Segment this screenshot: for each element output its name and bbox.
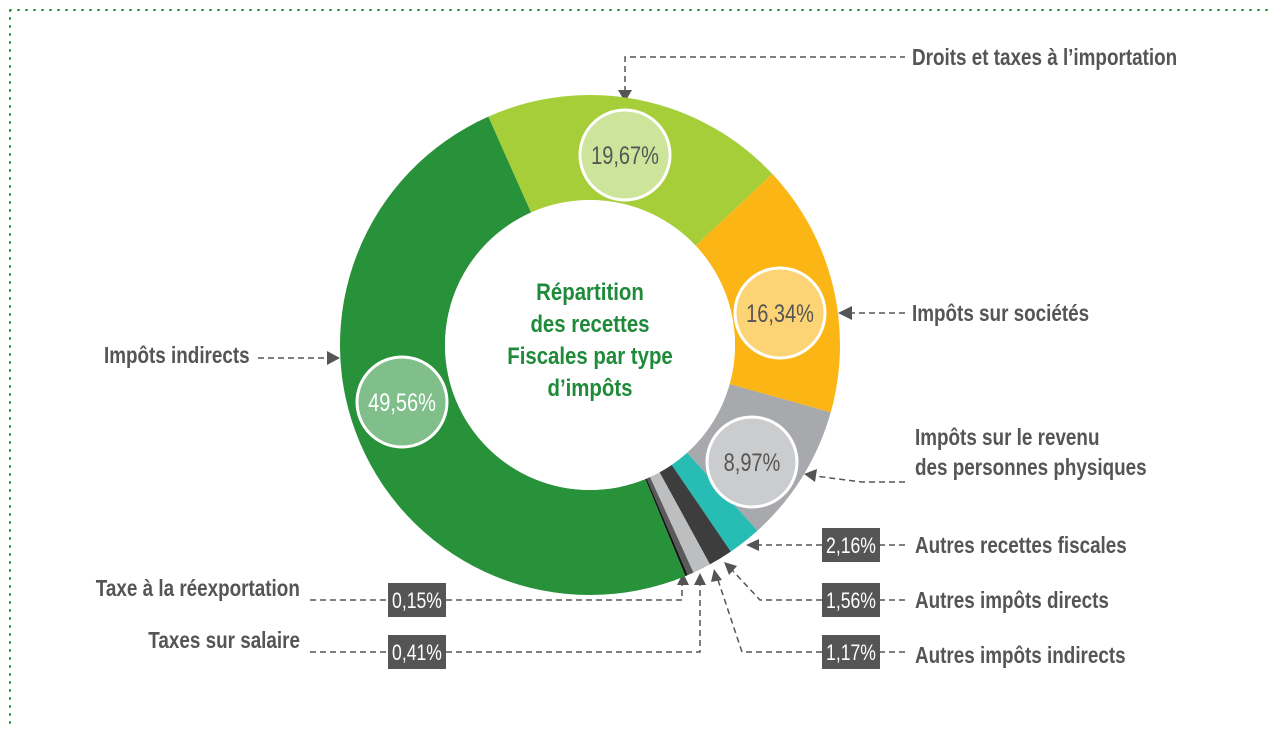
category-label: Autres impôts directs (915, 587, 1109, 613)
value-label: 0,41% (392, 641, 442, 665)
value-badge (578, 108, 672, 202)
category-label: Impôts indirects (104, 342, 250, 368)
value-badge (822, 635, 880, 669)
category-label: Droits et taxes à l’importation (912, 44, 1178, 70)
title-line: des recettes (530, 310, 649, 337)
slice (339, 116, 686, 596)
category-label: Taxe à la réexportation (95, 575, 300, 601)
value-badge (705, 415, 799, 509)
slice (671, 452, 758, 552)
value-badge (733, 266, 827, 360)
slice (646, 476, 694, 576)
category-label: Impôts sur le revenu des personnes physi… (915, 424, 1147, 480)
value-label: 16,34% (746, 300, 814, 328)
value-label: 0,15% (392, 589, 442, 613)
chart-title: Répartition des recettes Fiscales par type… (507, 278, 673, 401)
value-badge (388, 635, 446, 669)
title-line: d’impôts (548, 374, 633, 401)
title-line: Fiscales par type (507, 342, 673, 369)
value-label: 2,16% (826, 534, 876, 558)
category-label: Autres recettes fiscales (915, 532, 1127, 558)
category-label: Taxes sur salaire (148, 627, 300, 653)
value-label: 1,17% (826, 641, 876, 665)
title-line: Répartition (536, 278, 644, 305)
value-label: 19,67% (591, 142, 659, 170)
value-badge (822, 583, 880, 617)
donut-hole (445, 200, 735, 490)
value-labels: 19,67% 16,34% 8,97% 2,16% 1,56% 1,17% 0,41% 0,1… (355, 108, 880, 669)
slice (650, 472, 710, 573)
value-label: 1,56% (826, 589, 876, 613)
category-label: Impôts sur sociétés (912, 300, 1090, 326)
category-label: Autres impôts indirects (915, 642, 1126, 668)
leaders (258, 56, 905, 653)
value-badge (822, 528, 880, 562)
slice (645, 478, 688, 577)
value-badge (388, 583, 446, 617)
slice (659, 464, 731, 565)
value-label: 49,56% (368, 389, 436, 417)
value-badge (355, 355, 449, 449)
value-label: 8,97% (724, 449, 781, 477)
